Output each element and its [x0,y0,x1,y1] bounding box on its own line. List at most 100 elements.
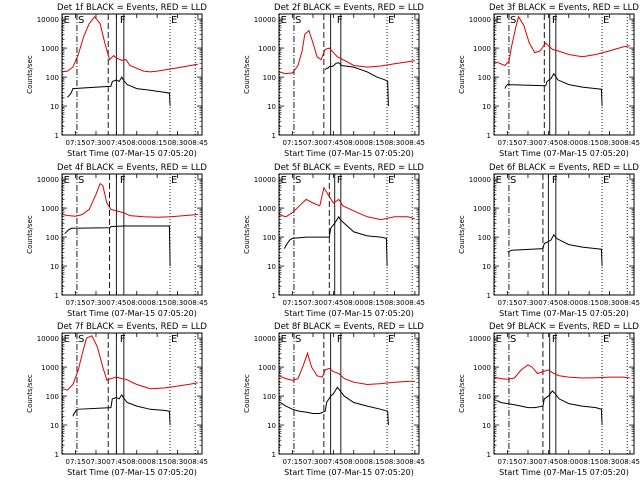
events-series-line [64,225,171,267]
x-axis-label: Start Time (07-Mar-15 07:05:20) [67,309,197,318]
plot-frame [61,13,203,136]
y-tick-label: 100 [478,234,491,242]
y-tick-label: 1000 [473,205,491,213]
marker-label: E [281,334,287,345]
events-series-line [507,233,603,267]
y-axis-label: Counts/sec [26,55,34,94]
marker-label: F [120,334,126,345]
x-tick-label: 07:30 [86,458,106,466]
y-tick-label: 10 [50,422,59,430]
x-tick-label: 08:30 [599,139,619,147]
x-tick-label: 08:00 [559,299,579,307]
marker-label: S [78,334,84,345]
marker-label: E [388,334,394,345]
lld-series-line [61,335,198,391]
x-tick-label: 08:45 [405,139,425,147]
marker-label: E [603,334,609,345]
marker-label: F [337,334,343,345]
y-tick-label: 1000 [258,205,276,213]
plot-frame [278,332,420,455]
detector-panel-8: Det 8f BLACK = Events, RED = LLD Counts/s… [243,322,425,477]
x-tick-label: 07:15 [282,458,302,466]
y-tick-label: 1 [272,292,276,300]
detector-panel-4: Det 4f BLACK = Events, RED = LLD Counts/s… [26,163,208,318]
x-axis-label: Start Time (07-Mar-15 07:05:20) [67,468,197,477]
x-tick-label: 07:45 [538,139,558,147]
lld-series-line [278,351,415,386]
x-tick-label: 08:15 [364,299,384,307]
x-tick-label: 07:45 [538,458,558,466]
panel-title: Det 1f BLACK = Events, RED = LLD [57,3,207,13]
x-tick-label: 07:15 [497,299,517,307]
y-axis-label: Counts/sec [26,374,34,413]
y-tick-label: 10000 [469,335,491,343]
y-axis-label: Counts/sec [243,215,251,254]
x-tick-label: 08:00 [559,139,579,147]
marker-label: E [603,15,609,26]
y-axis-label: Counts/sec [243,374,251,413]
y-tick-label: 10000 [37,335,59,343]
plot-frame [278,13,420,136]
y-tick-label: 1 [487,292,491,300]
y-tick-label: 10000 [37,16,59,24]
marker-label: S [295,175,301,186]
y-tick-label: 100 [46,74,59,82]
plot-frame [493,173,635,296]
panel-title: Det 8f BLACK = Events, RED = LLD [274,322,424,332]
y-tick-label: 10 [267,422,276,430]
plot-frame [61,332,203,455]
events-series-line [504,72,603,107]
x-tick-label: 08:30 [384,458,404,466]
marker-label: E [603,175,609,186]
lld-series-line [61,182,198,218]
y-tick-label: 10 [50,263,59,271]
detector-panel-1: Det 1f BLACK = Events, RED = LLD Counts/s… [26,3,208,158]
x-axis-label: Start Time (07-Mar-15 07:05:20) [284,149,414,158]
y-tick-label: 100 [263,74,276,82]
marker-label: F [552,175,558,186]
y-tick-label: 10000 [254,335,276,343]
x-tick-label: 08:15 [579,458,599,466]
marker-label: S [295,15,301,26]
x-tick-label: 08:15 [579,139,599,147]
y-tick-label: 10 [267,103,276,111]
marker-label: E [64,334,70,345]
x-tick-label: 07:30 [86,299,106,307]
marker-label: E [496,15,502,26]
y-tick-label: 1 [487,132,491,140]
x-tick-label: 07:30 [303,299,323,307]
x-tick-label: 07:45 [538,299,558,307]
y-tick-label: 10000 [469,176,491,184]
y-axis-label: Counts/sec [243,55,251,94]
x-tick-label: 08:45 [405,458,425,466]
y-tick-label: 10 [482,422,491,430]
x-tick-label: 08:15 [147,458,167,466]
marker-label: E [388,15,394,26]
x-tick-label: 07:15 [282,299,302,307]
x-axis-label: Start Time (07-Mar-15 07:05:20) [284,468,414,477]
y-tick-label: 100 [263,393,276,401]
marker-label: E [64,175,70,186]
x-tick-label: 08:00 [127,458,147,466]
detector-panel-6: Det 6f BLACK = Events, RED = LLD Counts/s… [458,163,640,318]
lld-series-line [493,364,630,380]
y-axis-label: Counts/sec [458,215,466,254]
y-tick-label: 10 [267,263,276,271]
y-axis-label: Counts/sec [26,215,34,254]
y-tick-label: 1 [487,451,491,459]
marker-label: S [510,175,516,186]
marker-label: E [171,334,177,345]
x-tick-label: 08:45 [188,299,208,307]
events-series-line [496,390,603,426]
events-series-line [280,386,389,426]
marker-label: E [496,334,502,345]
y-tick-label: 1000 [41,364,59,372]
y-tick-label: 10000 [469,16,491,24]
x-tick-label: 08:15 [579,299,599,307]
marker-label: S [78,15,84,26]
plot-frame [493,13,635,136]
y-axis-label: Counts/sec [458,55,466,94]
marker-label: E [496,175,502,186]
panel-title: Det 7f BLACK = Events, RED = LLD [57,322,207,332]
x-tick-label: 07:45 [323,458,343,466]
